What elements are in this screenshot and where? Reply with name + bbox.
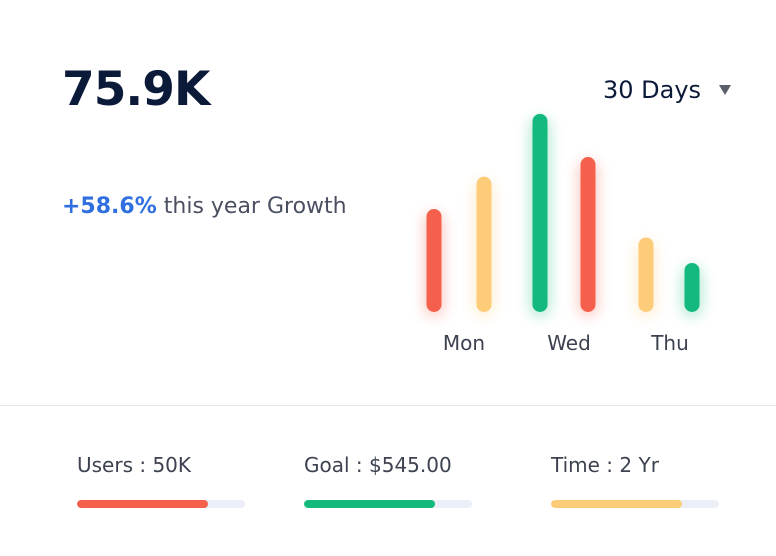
day-label-mon: Mon (442, 331, 486, 355)
bar-glow-1 (474, 180, 494, 316)
bar-glow-3 (578, 161, 598, 316)
day-label-wed: Wed (547, 331, 591, 355)
chart-bar-4 (638, 237, 654, 312)
bar-glow-0 (424, 213, 444, 316)
stat-goal-progress-fill (304, 500, 436, 508)
chart-bar-2 (532, 113, 548, 312)
chart-bar-1 (476, 176, 492, 312)
period-dropdown[interactable]: 30 Days (603, 72, 732, 108)
chevron-down-icon (719, 85, 732, 95)
growth-summary: +58.6% this year Growth (62, 192, 347, 222)
stat-time-progress-fill (551, 500, 683, 508)
stat-time-progress-track (551, 500, 719, 508)
section-divider (0, 405, 776, 406)
stat-users-label: Users : 50K (77, 453, 192, 477)
bar-glow-5 (682, 266, 702, 316)
stat-goal-label: Goal : $545.00 (304, 453, 452, 477)
stat-users-progress-track (77, 500, 245, 508)
chart-bar-5 (684, 262, 700, 312)
chart-bar-3 (580, 157, 596, 312)
bar-glow-2 (530, 117, 550, 316)
stat-users-progress-fill (77, 500, 209, 508)
stat-time: Time : 2 Yr (551, 450, 719, 508)
chart-bar-0 (426, 209, 442, 312)
stat-time-label: Time : 2 Yr (551, 453, 659, 477)
stat-users: Users : 50K (77, 450, 245, 508)
day-label-thu: Thu (651, 331, 689, 355)
period-dropdown-label: 30 Days (603, 76, 702, 104)
growth-text: this year Growth (156, 194, 347, 219)
stat-goal: Goal : $545.00 (304, 450, 472, 508)
total-value: 75.9K (62, 62, 210, 117)
bar-glow-4 (636, 241, 656, 316)
growth-percentage: +58.6% (62, 194, 157, 219)
stat-goal-progress-track (304, 500, 472, 508)
